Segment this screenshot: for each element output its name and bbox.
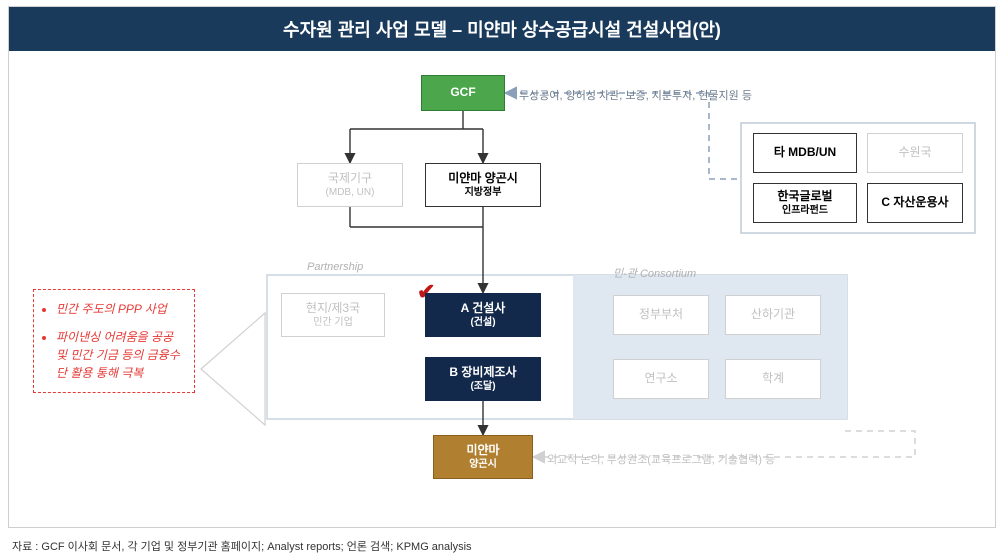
node-label: 미얀마 양곤시 — [448, 171, 518, 187]
node-yangon_gov: 미얀마 양곤시지방정부 — [425, 163, 541, 207]
node-yangon_city: 미얀마양곤시 — [433, 435, 533, 479]
node-label: 타 MDB/UN — [774, 145, 836, 161]
title-bar: 수자원 관리 사업 모델 – 미얀마 상수공급시설 건설사업(안) — [9, 7, 995, 51]
callout-item: 민간 주도의 PPP 사업 — [56, 300, 186, 318]
node-sublabel: (건설) — [470, 316, 495, 329]
node-intl: 국제기구(MDB, UN) — [297, 163, 403, 207]
node-label: 국제기구 — [328, 171, 372, 187]
node-sublabel: (MDB, UN) — [326, 186, 375, 199]
callout-item: 파이낸싱 어려움을 공공 및 민간 기금 등의 금융수단 활용 통해 극복 — [56, 328, 186, 382]
node-acad: 학계 — [725, 359, 821, 399]
node-asset: C 자산운용사 — [867, 183, 963, 223]
node-sublabel: 양곤시 — [469, 458, 497, 471]
node-label: GCF — [450, 85, 475, 101]
node-label: 학계 — [762, 371, 784, 387]
funding-note: 무상공여, 양허성 차관, 보증, 지분투자, 현물지원 등 — [519, 87, 752, 103]
node-label: 산하기관 — [751, 307, 795, 323]
node-label: C 자산운용사 — [881, 195, 948, 211]
node-gov_dept: 정부부처 — [613, 295, 709, 335]
node-sublabel: 인프라펀드 — [782, 204, 828, 217]
node-local_co: 현지/제3국민간 기업 — [281, 293, 385, 337]
node-label: 현지/제3국 — [306, 301, 360, 317]
diagram-frame: 수자원 관리 사업 모델 – 미얀마 상수공급시설 건설사업(안) 민간 주도의… — [8, 6, 996, 528]
node-equip: B 장비제조사(조달) — [425, 357, 541, 401]
node-label: 수원국 — [898, 145, 931, 161]
node-recipient: 수원국 — [867, 133, 963, 173]
node-sublabel: (조달) — [470, 380, 495, 393]
node-label: 한국글로벌 — [777, 189, 832, 205]
node-sublabel: 민간 기업 — [313, 316, 353, 329]
node-sublabel: 지방정부 — [465, 186, 502, 199]
node-label: 정부부처 — [639, 307, 683, 323]
node-kgif: 한국글로벌인프라펀드 — [753, 183, 857, 223]
source-line: 자료 : GCF 이사회 문서, 각 기업 및 정부기관 홈페이지; Analy… — [12, 538, 472, 554]
node-label: 연구소 — [644, 371, 677, 387]
node-label: B 장비제조사 — [449, 365, 516, 381]
node-affil: 산하기관 — [725, 295, 821, 335]
node-lab: 연구소 — [613, 359, 709, 399]
node-gcf: GCF — [421, 75, 505, 111]
node-const: A 건설사(건설) — [425, 293, 541, 337]
diagram-canvas: 민간 주도의 PPP 사업파이낸싱 어려움을 공공 및 민간 기금 등의 금융수… — [9, 51, 995, 531]
consortium-label: 민-관 Consortium — [613, 265, 696, 281]
callout-box: 민간 주도의 PPP 사업파이낸싱 어려움을 공공 및 민간 기금 등의 금융수… — [33, 289, 195, 393]
diplomacy-note: 외교적 논의, 무상원조(교육프로그램, 기술협력) 등 — [547, 451, 775, 467]
node-mdb_un: 타 MDB/UN — [753, 133, 857, 173]
title-text: 수자원 관리 사업 모델 – 미얀마 상수공급시설 건설사업(안) — [283, 20, 721, 40]
partnership-label: Partnership — [307, 261, 363, 273]
node-label: A 건설사 — [461, 301, 506, 317]
node-label: 미얀마 — [466, 443, 499, 459]
